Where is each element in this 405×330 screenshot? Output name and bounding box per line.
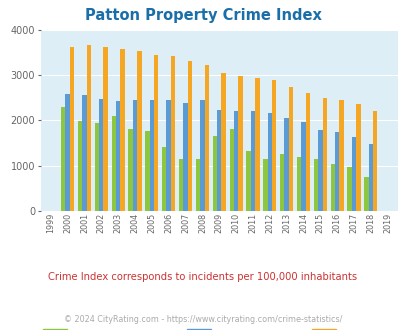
Bar xyxy=(267,113,271,211)
Bar xyxy=(187,61,192,211)
Bar xyxy=(233,111,238,211)
Bar xyxy=(166,100,171,211)
Bar xyxy=(200,100,204,211)
Bar xyxy=(271,80,276,211)
Bar xyxy=(334,132,339,211)
Bar xyxy=(330,164,334,211)
Bar xyxy=(313,159,318,211)
Bar xyxy=(351,137,355,211)
Bar xyxy=(279,153,284,211)
Bar xyxy=(65,94,70,211)
Bar xyxy=(301,122,305,211)
Legend: Patton Township, Pennsylvania, National: Patton Township, Pennsylvania, National xyxy=(43,329,395,330)
Bar xyxy=(132,100,137,211)
Bar xyxy=(238,77,242,211)
Text: Patton Property Crime Index: Patton Property Crime Index xyxy=(84,8,321,23)
Bar xyxy=(284,118,288,211)
Bar xyxy=(103,47,108,211)
Bar xyxy=(120,49,124,211)
Bar xyxy=(195,159,200,211)
Bar xyxy=(262,159,267,211)
Bar xyxy=(229,129,233,211)
Bar xyxy=(368,144,372,211)
Bar xyxy=(94,123,99,211)
Bar xyxy=(78,121,82,211)
Bar xyxy=(153,55,158,211)
Bar xyxy=(99,99,103,211)
Bar xyxy=(372,112,377,211)
Bar xyxy=(355,104,360,211)
Bar xyxy=(204,65,209,211)
Bar xyxy=(347,167,351,211)
Bar xyxy=(116,101,120,211)
Bar xyxy=(221,73,225,211)
Bar xyxy=(246,151,250,211)
Bar xyxy=(86,45,91,211)
Text: Crime Index corresponds to incidents per 100,000 inhabitants: Crime Index corresponds to incidents per… xyxy=(48,272,357,282)
Bar xyxy=(179,159,183,211)
Bar xyxy=(212,136,217,211)
Bar xyxy=(128,129,132,211)
Text: © 2024 CityRating.com - https://www.cityrating.com/crime-statistics/: © 2024 CityRating.com - https://www.city… xyxy=(64,315,341,324)
Bar xyxy=(162,147,166,211)
Bar xyxy=(363,177,368,211)
Bar xyxy=(254,78,259,211)
Bar xyxy=(296,157,301,211)
Bar xyxy=(250,111,254,211)
Bar xyxy=(61,107,65,211)
Bar xyxy=(149,100,153,211)
Bar xyxy=(305,93,309,211)
Bar xyxy=(111,116,116,211)
Bar xyxy=(318,130,322,211)
Bar xyxy=(171,55,175,211)
Bar xyxy=(339,100,343,211)
Bar xyxy=(217,111,221,211)
Bar xyxy=(288,87,292,211)
Bar xyxy=(82,95,86,211)
Bar xyxy=(322,98,326,211)
Bar xyxy=(137,51,141,211)
Bar xyxy=(70,47,74,211)
Bar xyxy=(183,103,187,211)
Bar xyxy=(145,131,149,211)
